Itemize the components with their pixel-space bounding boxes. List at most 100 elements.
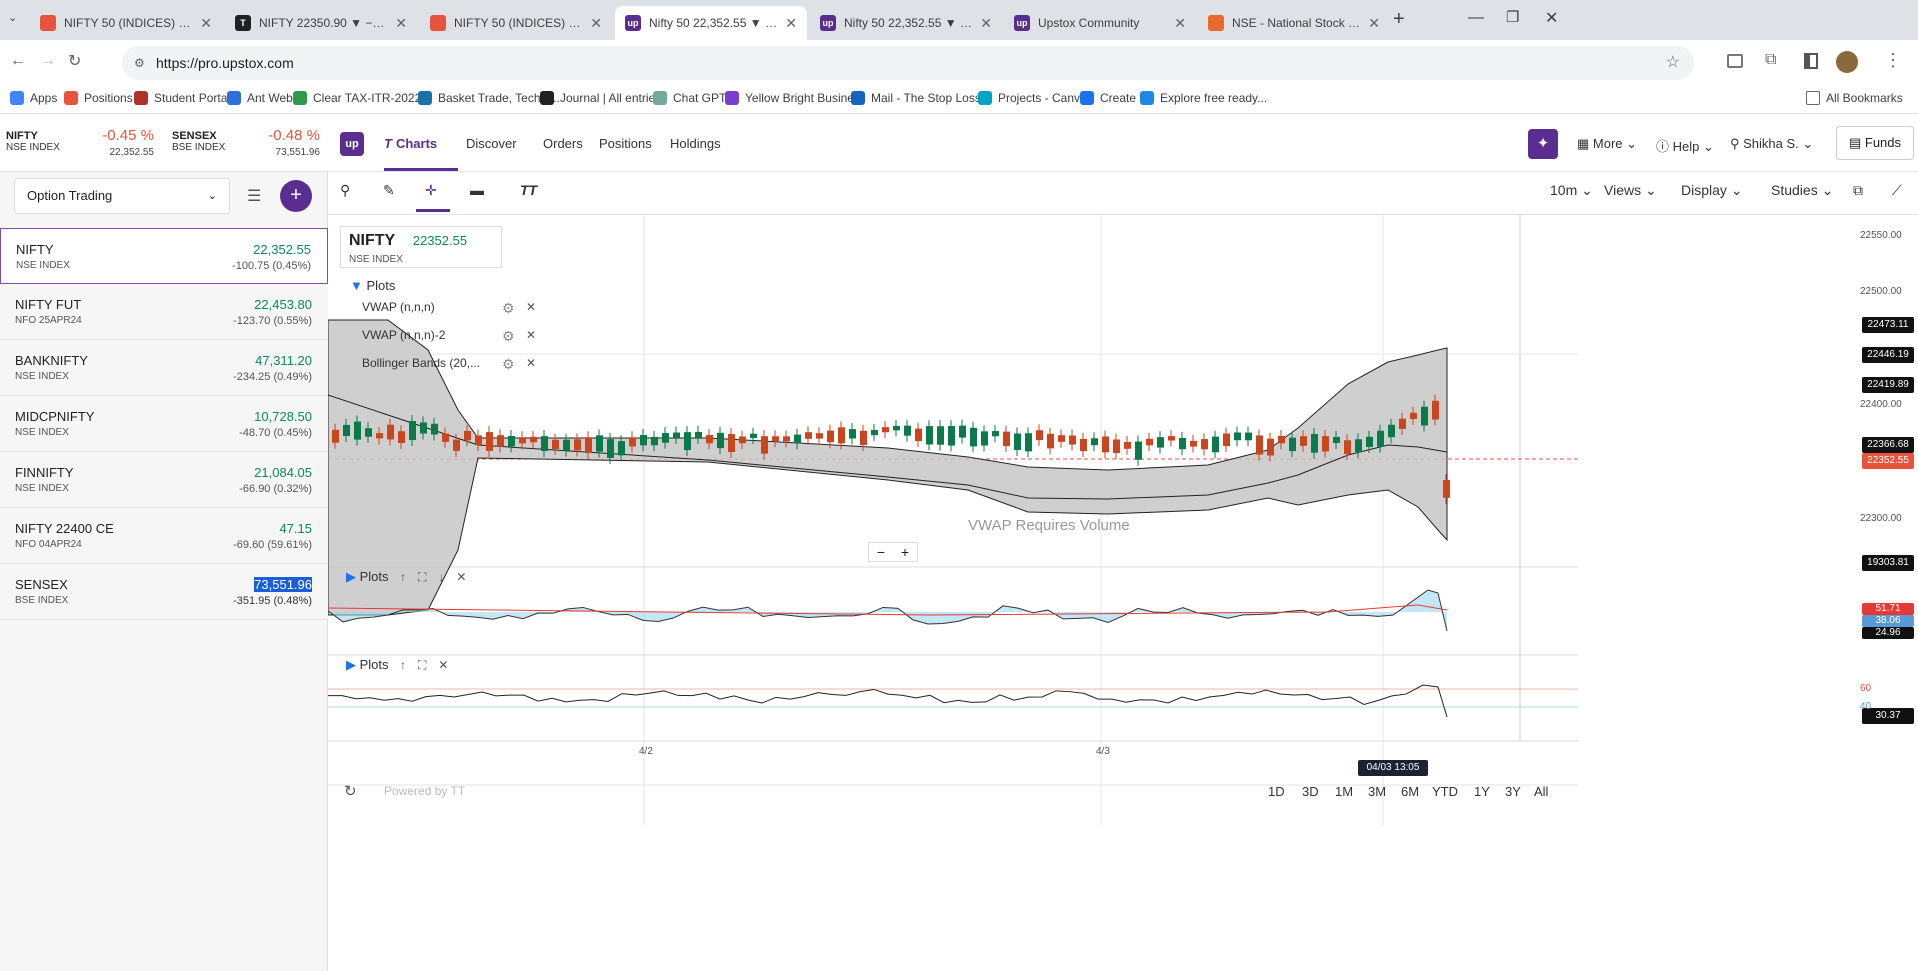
- bookmark-item[interactable]: Basket Trade, Techni...: [418, 91, 560, 105]
- watchlist-item[interactable]: MIDCPNIFTY NSE INDEX 10,728.50 -48.70 (0.45…: [0, 396, 328, 452]
- bookmark-item[interactable]: Create: [1080, 91, 1136, 105]
- popout-icon[interactable]: ⧉: [1853, 182, 1863, 198]
- browser-tab[interactable]: NSE - National Stock Exchange ✕: [1198, 6, 1390, 40]
- range-button[interactable]: 3M: [1368, 784, 1387, 799]
- minimize-button[interactable]: —: [1468, 9, 1484, 26]
- move-up-icon[interactable]: ↑: [400, 658, 406, 672]
- bookmark-item[interactable]: Yellow Bright Busine...: [725, 91, 864, 105]
- bookmark-item[interactable]: Student Portal: [134, 91, 230, 105]
- draw-pencil-icon[interactable]: ✎: [383, 182, 395, 198]
- nav-discover[interactable]: Discover: [466, 136, 517, 151]
- side-panel-icon[interactable]: [1804, 53, 1818, 69]
- more-menu[interactable]: ▦ More ⌄: [1577, 136, 1638, 151]
- panel3-plots-legend[interactable]: ▶ Plots: [346, 657, 389, 673]
- watchlist-item[interactable]: NIFTY NSE INDEX 22,352.55 -100.75 (0.45%): [0, 228, 328, 284]
- views-menu[interactable]: Views ⌄: [1604, 182, 1657, 198]
- chart-type-icon[interactable]: ⟋: [1892, 182, 1902, 198]
- browser-tab[interactable]: NIFTY 50 (INDICES) 22352.55 - ✕: [30, 6, 222, 40]
- close-window-button[interactable]: ✕: [1545, 10, 1559, 27]
- tt-icon[interactable]: TT: [520, 182, 538, 198]
- watchlist-item[interactable]: NIFTY FUT NFO 25APR24 22,453.80 -123.70 (0.…: [0, 284, 328, 340]
- header-index-sensex[interactable]: SENSEX BSE INDEX -0.48 % 73,551.96: [172, 127, 320, 158]
- nav-holdings[interactable]: Holdings: [670, 136, 721, 151]
- url-field[interactable]: ⚙ https://pro.upstox.com ☆: [122, 46, 1694, 80]
- move-down-icon[interactable]: ↓: [438, 570, 445, 584]
- range-button[interactable]: 1Y: [1474, 784, 1490, 799]
- bookmark-item[interactable]: Positions: [64, 91, 133, 105]
- browser-tab[interactable]: up Nifty 50 22,352.55 ▼ -0.45% ✕: [615, 6, 807, 40]
- extensions-icon[interactable]: ⧉: [1765, 51, 1777, 68]
- study-remove-icon[interactable]: ✕: [526, 328, 537, 342]
- browser-tab[interactable]: NIFTY 50 (INDICES) 22352.55 - ✕: [420, 6, 612, 40]
- browser-menu-icon[interactable]: ⋮: [1884, 50, 1902, 70]
- nav-orders[interactable]: Orders: [543, 136, 583, 151]
- nav-positions[interactable]: Positions: [599, 136, 652, 151]
- header-index-nifty[interactable]: NIFTY NSE INDEX -0.45 % 22,352.55: [6, 127, 154, 158]
- bookmark-item[interactable]: Chat GPT: [653, 91, 726, 105]
- user-menu[interactable]: ⚲ Shikha S. ⌄: [1730, 136, 1814, 151]
- panel2-plots-legend[interactable]: ▶ Plots: [346, 569, 389, 585]
- tab-close-icon[interactable]: ✕: [785, 14, 797, 31]
- reload-icon[interactable]: ↻: [68, 53, 82, 70]
- study-settings-icon[interactable]: ⚙: [502, 300, 515, 316]
- study-settings-icon[interactable]: ⚙: [502, 356, 515, 372]
- sort-icon[interactable]: ☰: [247, 188, 262, 205]
- close-panel-icon[interactable]: ✕: [456, 570, 467, 584]
- new-tab-button[interactable]: +: [1393, 8, 1405, 30]
- maximize-icon[interactable]: ⛶: [418, 658, 427, 672]
- comment-icon[interactable]: ▬: [470, 182, 484, 198]
- close-panel-icon[interactable]: ✕: [438, 658, 449, 672]
- watchlist-item[interactable]: NIFTY 22400 CE NFO 04APR24 47.15 -69.60 (59…: [0, 508, 328, 564]
- help-menu[interactable]: ⓘ Help ⌄: [1656, 139, 1714, 154]
- zoom-in-button[interactable]: +: [900, 544, 910, 560]
- study-legend-item[interactable]: Bollinger Bands (20,... ⚙ ✕: [362, 356, 537, 372]
- browser-tab[interactable]: up Nifty 50 22,352.55 ▼ -0.45% ✕: [810, 6, 1002, 40]
- move-up-icon[interactable]: ↑: [400, 570, 406, 584]
- display-menu[interactable]: Display ⌄: [1681, 182, 1743, 198]
- range-button[interactable]: 1D: [1268, 784, 1285, 799]
- range-button[interactable]: 3D: [1302, 784, 1319, 799]
- browser-tab[interactable]: T NIFTY 22350.90 ▼ −0.46% Nifty ✕: [225, 6, 417, 40]
- watchlist-item[interactable]: SENSEX BSE INDEX 73,551.96 -351.95 (0.48%): [0, 564, 328, 620]
- plots-legend[interactable]: ▼ Plots: [350, 278, 395, 293]
- watchlist-item[interactable]: BANKNIFTY NSE INDEX 47,311.20 -234.25 (0.49…: [0, 340, 328, 396]
- add-instrument-button[interactable]: +: [280, 180, 312, 212]
- tab-search-icon[interactable]: ⌄: [8, 12, 18, 24]
- bookmark-item[interactable]: Ant Web: [227, 91, 293, 105]
- ai-sparkle-button[interactable]: ✦: [1528, 129, 1558, 159]
- study-settings-icon[interactable]: ⚙: [502, 328, 515, 344]
- range-button[interactable]: 1M: [1335, 784, 1354, 799]
- range-button[interactable]: YTD: [1432, 784, 1458, 799]
- range-button[interactable]: 3Y: [1505, 784, 1521, 799]
- funds-button[interactable]: ▤ Funds: [1836, 126, 1914, 160]
- bookmark-item[interactable]: Projects - Canva: [978, 91, 1087, 105]
- browser-tab[interactable]: up Upstox Community ✕: [1004, 6, 1196, 40]
- tab-close-icon[interactable]: ✕: [1368, 14, 1380, 31]
- bookmark-item[interactable]: Journal | All entries: [540, 91, 661, 105]
- forward-icon[interactable]: →: [40, 52, 56, 69]
- range-button[interactable]: 6M: [1401, 784, 1420, 799]
- study-legend-item[interactable]: VWAP (n,n,n)-2 ⚙ ✕: [362, 328, 537, 344]
- bookmark-item[interactable]: Clear TAX-ITR-2022...: [293, 91, 431, 105]
- tab-close-icon[interactable]: ✕: [395, 14, 407, 31]
- study-remove-icon[interactable]: ✕: [526, 356, 537, 370]
- tab-close-icon[interactable]: ✕: [590, 14, 602, 31]
- media-icon[interactable]: [1727, 54, 1743, 68]
- watchlist-selector[interactable]: Option Trading ⌄: [14, 178, 230, 214]
- tab-close-icon[interactable]: ✕: [200, 14, 212, 31]
- bookmark-item[interactable]: Mail - The Stop Loss...: [851, 91, 991, 105]
- watchlist-item[interactable]: FINNIFTY NSE INDEX 21,084.05 -66.90 (0.32%): [0, 452, 328, 508]
- maximize-icon[interactable]: ⛶: [418, 570, 427, 584]
- back-icon[interactable]: ←: [10, 52, 26, 69]
- bookmark-item[interactable]: Explore free ready...: [1140, 91, 1267, 105]
- all-bookmarks[interactable]: All Bookmarks: [1806, 91, 1903, 105]
- profile-avatar[interactable]: [1836, 51, 1858, 73]
- price-chart-canvas[interactable]: [328, 215, 1918, 930]
- interval-select[interactable]: 10m ⌄: [1550, 182, 1593, 198]
- study-remove-icon[interactable]: ✕: [526, 300, 537, 314]
- symbol-search-icon[interactable]: ⚲: [340, 182, 351, 198]
- reset-icon[interactable]: ↻: [344, 783, 357, 800]
- restore-button[interactable]: ❐: [1506, 9, 1520, 26]
- nav-charts[interactable]: T Charts: [384, 136, 437, 151]
- crosshair-icon[interactable]: ✛: [425, 182, 437, 198]
